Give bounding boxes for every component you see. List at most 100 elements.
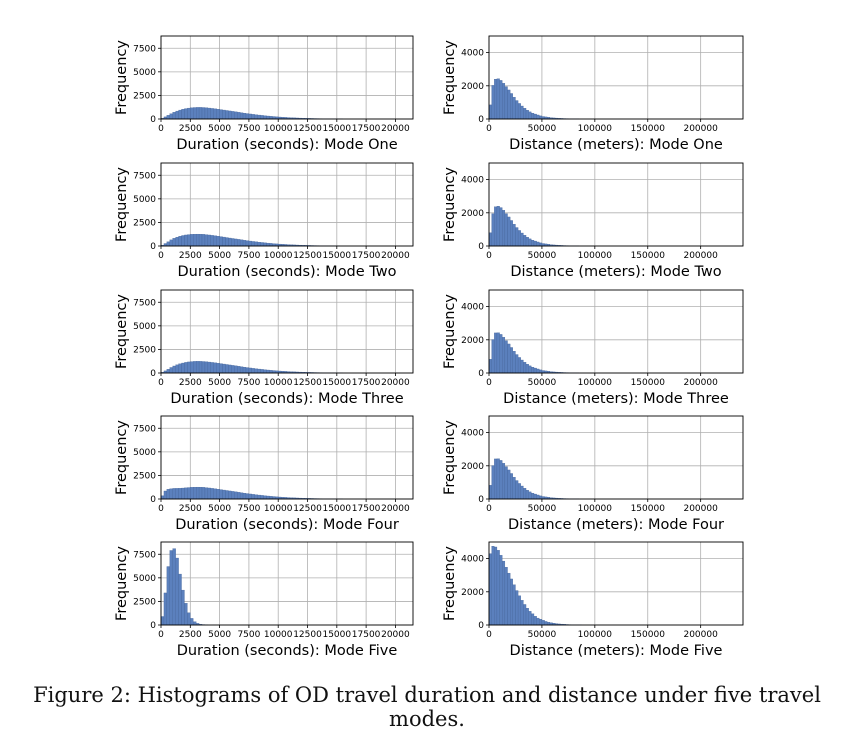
histogram-bar [261, 369, 264, 373]
histogram-bar [529, 611, 532, 625]
histogram-bar [515, 591, 518, 625]
histogram-bar [531, 240, 534, 246]
histogram-bar [190, 618, 193, 625]
histogram-bar [217, 236, 220, 246]
histogram-bar [529, 492, 532, 499]
histogram-bar [173, 549, 176, 625]
histogram-bar [167, 369, 170, 373]
histogram-bar [173, 488, 176, 499]
histogram-bar [237, 112, 240, 119]
histogram-bar [190, 234, 193, 246]
histogram-bar [184, 603, 187, 625]
x-axis-label: Duration (seconds): Mode Two [178, 264, 397, 280]
histogram-bar [539, 370, 542, 373]
histogram-bar [223, 237, 226, 246]
histogram-bar [518, 357, 521, 373]
histogram-bar [261, 115, 264, 119]
histogram-bar [264, 496, 267, 499]
histogram-bar [500, 460, 503, 499]
histogram-bar [531, 367, 534, 373]
x-tick-label: 20000 [381, 504, 410, 514]
histogram-bar [542, 620, 545, 625]
histogram-bar [214, 236, 217, 246]
histogram-bars [161, 549, 208, 625]
histogram-bar [234, 492, 237, 499]
x-tick-label: 200000 [683, 630, 718, 640]
histogram-bar [223, 490, 226, 499]
x-tick-label: 50000 [528, 378, 557, 388]
y-axis-label: Frequency [442, 546, 458, 621]
histogram-bar [529, 239, 532, 246]
histogram-bar [193, 108, 196, 119]
x-tick-label: 150000 [631, 378, 666, 388]
histogram-bar [202, 108, 205, 119]
histogram-bars [489, 206, 579, 246]
histogram-bar [500, 80, 503, 119]
x-tick-label: 200000 [683, 378, 718, 388]
histogram-bar [492, 466, 495, 499]
histogram-bar [170, 489, 173, 499]
histogram-bar [187, 235, 190, 246]
histogram-bar [176, 558, 179, 625]
x-tick-label: 200000 [683, 504, 718, 514]
histogram-bar [521, 360, 524, 373]
histogram-bar [515, 101, 518, 119]
histogram-bar [187, 108, 190, 119]
x-tick-label: 50000 [528, 251, 557, 261]
y-axis-label: Frequency [114, 546, 130, 621]
histogram-bar [534, 494, 537, 499]
histogram-bar [510, 579, 513, 625]
y-tick-label: 5000 [133, 448, 156, 458]
x-tick-label: 17500 [352, 630, 381, 640]
x-tick-label: 200000 [683, 124, 718, 134]
x-tick-label: 2500 [179, 251, 202, 261]
histogram-bar [255, 242, 258, 246]
histogram-bar [217, 363, 220, 373]
histogram-bar [264, 370, 267, 373]
y-axis-label: Frequency [114, 294, 130, 369]
x-tick-label: 0 [486, 378, 492, 388]
histogram-bar [193, 487, 196, 499]
histogram-bar [231, 491, 234, 499]
y-axis-label: Frequency [442, 294, 458, 369]
histogram-bar [252, 241, 255, 246]
histogram-bar [196, 487, 199, 499]
y-tick-label: 0 [150, 495, 156, 505]
histogram-bar [539, 243, 542, 246]
x-tick-label: 200000 [683, 251, 718, 261]
histogram-bar [182, 109, 185, 119]
histogram-bar [240, 493, 243, 499]
histogram-bar [523, 604, 526, 625]
y-tick-label: 5000 [133, 68, 156, 78]
histogram-bar [521, 233, 524, 246]
histogram-bar [502, 210, 505, 246]
histogram-bar [240, 113, 243, 119]
histogram-bar [223, 110, 226, 119]
histogram-bar [502, 83, 505, 119]
histogram-bar [205, 108, 208, 119]
histogram-bars [161, 361, 343, 373]
histogram-bar [246, 241, 249, 246]
x-tick-label: 100000 [578, 124, 613, 134]
histogram-bar [526, 237, 529, 246]
x-tick-label: 10000 [264, 251, 293, 261]
histogram-bar [187, 613, 190, 625]
histogram-bar [193, 622, 196, 625]
histogram-bar [211, 488, 214, 499]
axes-frame [489, 290, 743, 373]
histogram-bar [184, 235, 187, 246]
histogram-bar [240, 367, 243, 373]
histogram-bar [510, 347, 513, 373]
x-tick-label: 0 [158, 124, 164, 134]
histogram-bar [510, 220, 513, 246]
histogram-bar [505, 214, 508, 246]
histogram-bar [225, 364, 228, 373]
axes-frame [489, 163, 743, 246]
histogram-bar [173, 366, 176, 373]
histogram-bar [534, 368, 537, 373]
histogram-bar [502, 561, 505, 625]
y-tick-label: 4000 [461, 49, 484, 59]
x-tick-label: 12500 [293, 504, 322, 514]
histogram-bar [518, 230, 521, 246]
histogram-bar [261, 495, 264, 499]
